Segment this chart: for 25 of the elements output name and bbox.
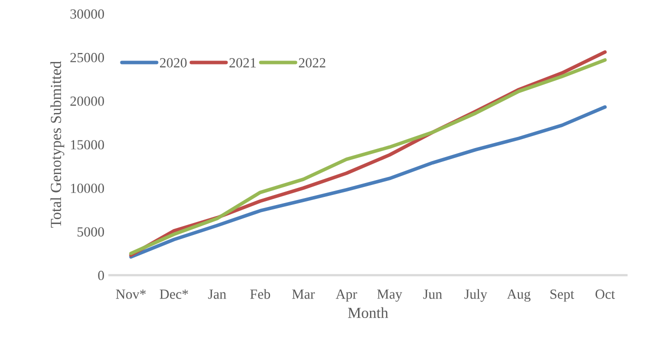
legend-label: 2022 bbox=[298, 58, 326, 68]
y-tick-label: 20000 bbox=[70, 96, 104, 106]
x-tick-label: Mar bbox=[292, 290, 315, 299]
y-axis-title: Total Genotypes Submitted bbox=[50, 61, 64, 228]
y-tick-label: 5000 bbox=[78, 227, 104, 237]
x-tick-label: May bbox=[377, 290, 402, 302]
y-tick-label: 25000 bbox=[70, 52, 104, 62]
x-tick-label: Dec* bbox=[160, 290, 188, 299]
y-tick-label: 15000 bbox=[71, 140, 104, 150]
legend-label: 2020 bbox=[160, 58, 187, 68]
line-series bbox=[129, 105, 607, 259]
x-tick-label: Sept bbox=[550, 290, 574, 302]
x-tick-label: Oct bbox=[596, 290, 615, 299]
x-tick-label: Feb bbox=[250, 289, 270, 299]
y-tick-label: 10000 bbox=[71, 184, 104, 194]
x-tick-label: Jun bbox=[423, 290, 442, 299]
x-axis-title: Month bbox=[348, 307, 388, 318]
x-tick-label: Nov* bbox=[116, 290, 146, 299]
x-tick-label: Aug bbox=[506, 290, 530, 302]
x-tick-label: Apr bbox=[336, 290, 358, 302]
y-tick-label: 0 bbox=[98, 270, 104, 280]
x-tick-label: July bbox=[464, 289, 488, 302]
legend-label: 2021 bbox=[229, 58, 256, 68]
y-tick-label: 30000 bbox=[70, 9, 104, 19]
x-tick-label: Jan bbox=[208, 290, 226, 299]
